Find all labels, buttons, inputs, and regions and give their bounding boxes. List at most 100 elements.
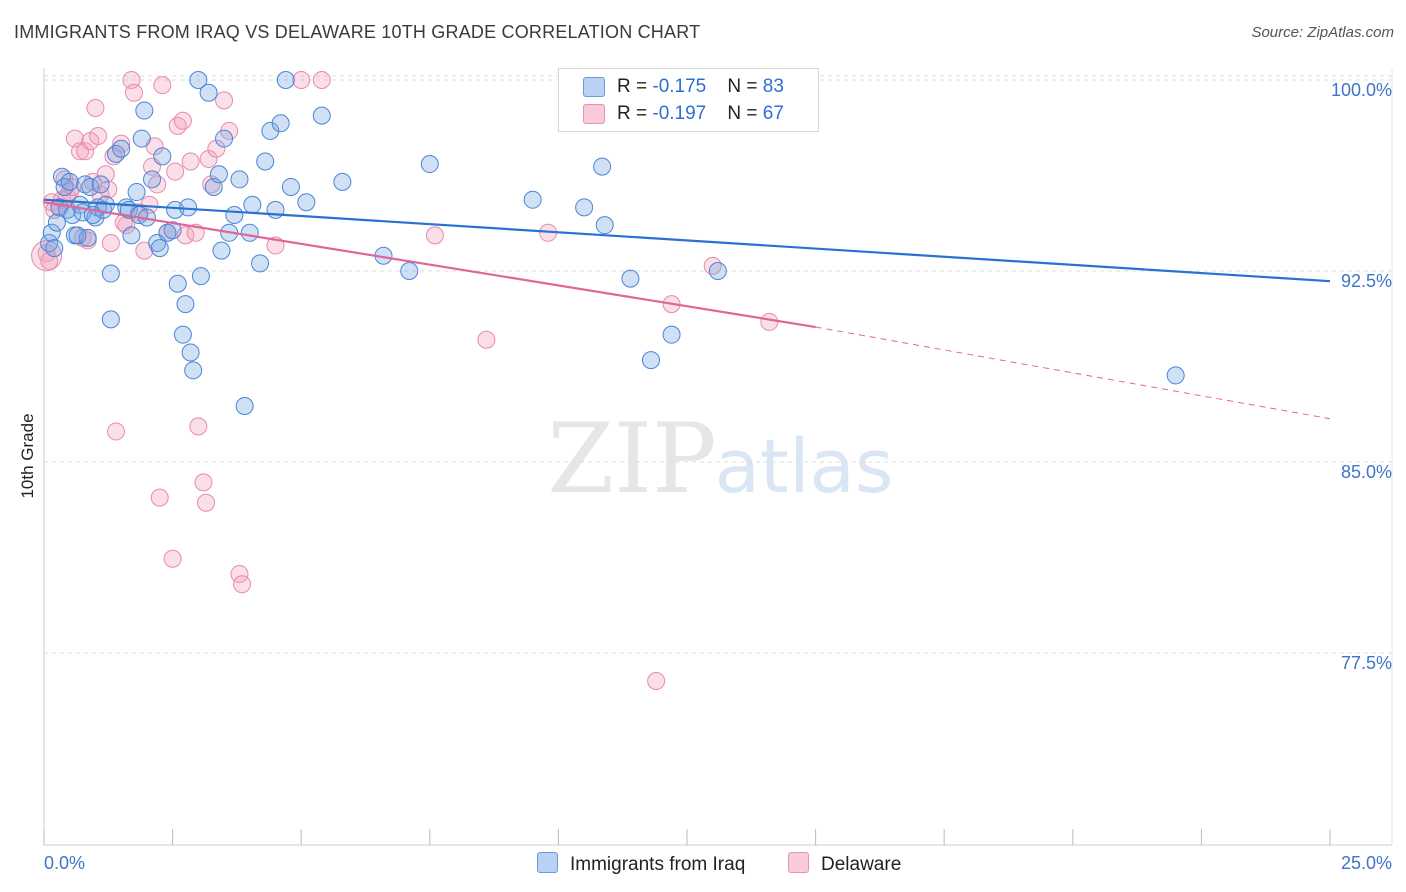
iraq-point — [230, 170, 249, 189]
delaware-point — [173, 111, 192, 130]
iraq-point — [181, 343, 200, 362]
legend-swatch-delaware — [583, 104, 605, 124]
delaware-point — [104, 147, 123, 166]
iraq-point — [189, 71, 208, 89]
iraq-point — [45, 239, 64, 258]
iraq-point — [60, 172, 79, 191]
iraq-point — [68, 226, 87, 245]
iraq-point — [243, 195, 262, 214]
delaware-point — [101, 233, 120, 252]
iraq-point — [40, 233, 59, 252]
iraq-point — [256, 152, 275, 171]
x-tick-label: 25.0% — [1341, 853, 1392, 873]
iraq-point — [47, 213, 66, 232]
delaware-point — [647, 672, 666, 691]
delaware-point — [107, 422, 126, 441]
iraq-point — [112, 139, 131, 158]
legend-r-label: R = — [617, 76, 653, 97]
iraq-point — [150, 239, 169, 258]
delaware-point — [194, 473, 213, 492]
legend-n-label: N = — [727, 76, 763, 97]
iraq-point — [420, 155, 439, 174]
iraq-point — [297, 193, 316, 212]
iraq-point — [212, 241, 231, 260]
grid-lines — [44, 75, 1392, 654]
iraq-point — [179, 198, 198, 217]
delaware-point — [230, 565, 249, 584]
iraq-point — [86, 208, 105, 227]
iraq-point — [76, 175, 95, 194]
delaware-point — [312, 71, 331, 89]
iraq-point — [127, 183, 146, 202]
delaware-point — [153, 76, 172, 95]
delaware-point — [89, 127, 108, 146]
iraq-point — [135, 101, 154, 120]
iraq-point — [143, 170, 162, 189]
y-tick-label: 92.5% — [1341, 271, 1392, 291]
delaware-point — [148, 175, 167, 194]
delaware-point — [86, 99, 105, 118]
delaware-point — [199, 149, 218, 168]
iraq-point — [42, 223, 61, 242]
iraq-points — [40, 71, 1185, 415]
chart-source: Source: ZipAtlas.com — [1251, 24, 1394, 41]
iraq-point — [122, 226, 141, 245]
iraq-point — [235, 396, 254, 415]
legend-r-value: -0.175 — [652, 76, 707, 97]
iraq-point — [191, 267, 210, 286]
iraq-point — [240, 223, 259, 242]
y-tick-label: 100.0% — [1331, 80, 1392, 100]
legend-swatch-iraq — [583, 77, 605, 97]
legend-n-value: 83 — [762, 76, 784, 97]
iraq-point — [225, 205, 244, 224]
bottom-legend-swatch-delaware — [788, 852, 809, 873]
iraq-point — [176, 295, 195, 314]
iraq-point — [153, 147, 172, 166]
iraq-point — [81, 177, 100, 196]
iraq-point — [281, 177, 300, 196]
delaware-point — [125, 83, 144, 102]
delaware-point — [425, 226, 444, 245]
delaware-point — [292, 71, 311, 89]
iraq-point — [641, 351, 660, 370]
legend-n-label: N = — [727, 103, 763, 124]
delaware-point — [202, 175, 221, 194]
iraq-point — [708, 262, 727, 280]
iraq-point — [101, 264, 120, 283]
iraq-point — [91, 175, 110, 194]
delaware-point — [197, 493, 216, 512]
iraq-point — [662, 325, 681, 344]
iraq-point — [55, 177, 74, 196]
axes — [43, 68, 1393, 846]
iraq-point — [333, 172, 352, 191]
iraq-point — [261, 121, 280, 140]
legend-r-value: -0.197 — [652, 103, 707, 124]
bottom-legend-swatch-iraq — [537, 852, 558, 873]
delaware-point — [166, 162, 185, 181]
iraq-point — [163, 221, 182, 240]
chart-title: IMMIGRANTS FROM IRAQ VS DELAWARE 10TH GR… — [14, 22, 701, 42]
delaware-point — [96, 165, 115, 184]
legend-n-value: 67 — [762, 103, 784, 124]
bottom-legend-label-delaware: Delaware — [821, 854, 902, 875]
x-tick-label: 0.0% — [44, 853, 85, 873]
iraq-point — [101, 310, 120, 329]
delaware-point-large — [31, 240, 63, 272]
iraq-point — [251, 254, 270, 273]
bottom-legend-label-iraq: Immigrants from Iraq — [570, 854, 746, 875]
delaware-point — [477, 330, 496, 349]
trend-lines — [43, 198, 1331, 420]
iraq-point — [271, 114, 290, 133]
iraq-point — [132, 129, 151, 148]
bottom-legend-iraq: Immigrants from Iraq — [537, 852, 745, 876]
iraq-point — [523, 190, 542, 209]
delaware-point — [168, 116, 187, 135]
iraq-point — [209, 165, 228, 184]
correlation-legend: R = -0.175 N = 83 R = -0.197 N = 67 — [558, 68, 819, 132]
bottom-legend-delaware: Delaware — [788, 852, 901, 876]
iraq-point — [184, 361, 203, 380]
watermark-zip: ZIP — [547, 403, 716, 515]
iraq-point — [593, 157, 612, 176]
iraq-point — [199, 83, 218, 102]
